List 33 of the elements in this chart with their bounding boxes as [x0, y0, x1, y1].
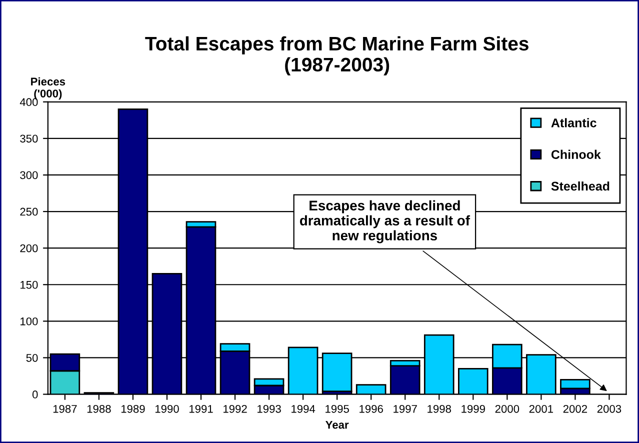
x-tick-label: 1988	[87, 404, 111, 413]
y-tick-label: 400	[20, 98, 38, 106]
y-tick-label: 100	[20, 317, 38, 326]
y-axis-title: Pieces ('000)	[31, 77, 66, 100]
legend-label: Atlantic	[551, 118, 596, 128]
y-tick-label: 350	[20, 134, 38, 143]
x-tick-label: 2000	[495, 404, 520, 413]
x-tick-label: 1994	[292, 404, 316, 413]
x-tick-label: 1996	[360, 404, 383, 413]
x-axis-title: Year	[326, 421, 349, 429]
x-tick-label: 1990	[155, 404, 179, 413]
legend-label: Chinook	[551, 150, 601, 159]
legend-label: Steelhead	[551, 181, 610, 191]
y-tick-label: 200	[20, 244, 38, 252]
x-tick-label: 2002	[563, 404, 587, 413]
x-tick-label: 1995	[326, 404, 349, 413]
x-tick-label: 2003	[597, 404, 622, 413]
chart-title: Total Escapes from BC Marine Farm Sites (1987-2003)	[145, 36, 528, 76]
x-tick-label: 1992	[224, 404, 247, 413]
x-tick-label: 1989	[121, 404, 145, 413]
x-tick-label: 2001	[529, 404, 553, 413]
x-tick-label: 1991	[189, 404, 213, 413]
y-tick-label: 150	[20, 280, 38, 289]
x-tick-label: 1987	[53, 404, 77, 413]
y-tick-label: 50	[26, 354, 38, 362]
x-tick-label: 1993	[258, 404, 281, 413]
x-tick-label: 1997	[394, 404, 417, 413]
y-tick-label: 0	[32, 390, 38, 398]
x-tick-label: 1999	[462, 404, 485, 413]
y-tick-label: 250	[20, 208, 38, 216]
x-tick-label: 1998	[428, 404, 451, 413]
annotation: Escapes have declined dramatically as a result of new regulations	[300, 200, 470, 244]
y-tick-label: 300	[20, 171, 38, 180]
